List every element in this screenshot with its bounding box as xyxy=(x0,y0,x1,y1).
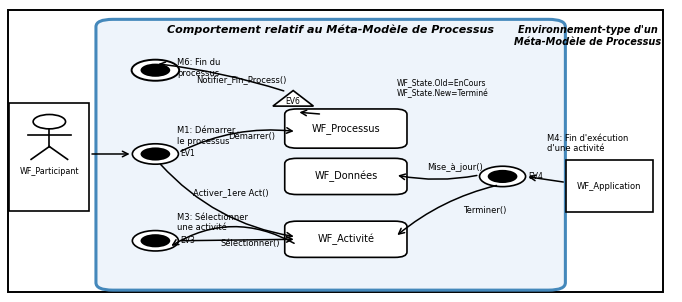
Text: M4: Fin d'exécution
d'une activité: M4: Fin d'exécution d'une activité xyxy=(547,134,629,153)
Bar xyxy=(566,160,653,212)
Text: Activer_1ere Act(): Activer_1ere Act() xyxy=(193,188,269,198)
Text: M1: Démarrer
le processus: M1: Démarrer le processus xyxy=(177,126,235,146)
Text: EV1: EV1 xyxy=(181,149,196,159)
Text: Sélectionner(): Sélectionner() xyxy=(220,239,280,248)
Text: Notifier_Fin_Process(): Notifier_Fin_Process() xyxy=(196,75,286,84)
Circle shape xyxy=(488,170,518,183)
Circle shape xyxy=(140,234,170,247)
Circle shape xyxy=(132,60,179,81)
Text: Démarrer(): Démarrer() xyxy=(228,132,275,141)
Text: M6: Fin du
processus: M6: Fin du processus xyxy=(177,58,220,78)
Circle shape xyxy=(132,230,179,251)
FancyBboxPatch shape xyxy=(284,109,407,148)
Text: WF_Processus: WF_Processus xyxy=(312,123,380,134)
Circle shape xyxy=(479,166,526,187)
Text: Comportement relatif au Méta-Modèle de Processus: Comportement relatif au Méta-Modèle de P… xyxy=(168,24,494,35)
Text: WF_Activité: WF_Activité xyxy=(317,233,374,245)
Polygon shape xyxy=(273,91,314,106)
Circle shape xyxy=(140,64,170,77)
Text: EV3: EV3 xyxy=(181,236,196,245)
Circle shape xyxy=(132,144,179,164)
Text: WF_Participant: WF_Participant xyxy=(20,167,79,176)
Text: Terminer(): Terminer() xyxy=(462,206,506,215)
FancyBboxPatch shape xyxy=(284,158,407,194)
FancyBboxPatch shape xyxy=(284,221,407,257)
Text: WF_State.Old=EnCours
WF_State.New=Terminé: WF_State.Old=EnCours WF_State.New=Termin… xyxy=(396,78,488,98)
Text: WF_Application: WF_Application xyxy=(577,182,642,191)
Bar xyxy=(10,103,89,211)
Circle shape xyxy=(140,147,170,161)
Text: WF_Données: WF_Données xyxy=(314,171,377,182)
FancyBboxPatch shape xyxy=(96,19,565,290)
Text: Mise_à_jour(): Mise_à_jour() xyxy=(428,163,483,172)
Text: EV6: EV6 xyxy=(286,97,301,106)
Text: M3: Sélectionner
une activité: M3: Sélectionner une activité xyxy=(177,213,248,232)
Text: EV4: EV4 xyxy=(528,172,543,181)
Circle shape xyxy=(33,114,65,129)
Text: Environnement-type d'un
Méta-Modèle de Processus: Environnement-type d'un Méta-Modèle de P… xyxy=(514,25,662,47)
